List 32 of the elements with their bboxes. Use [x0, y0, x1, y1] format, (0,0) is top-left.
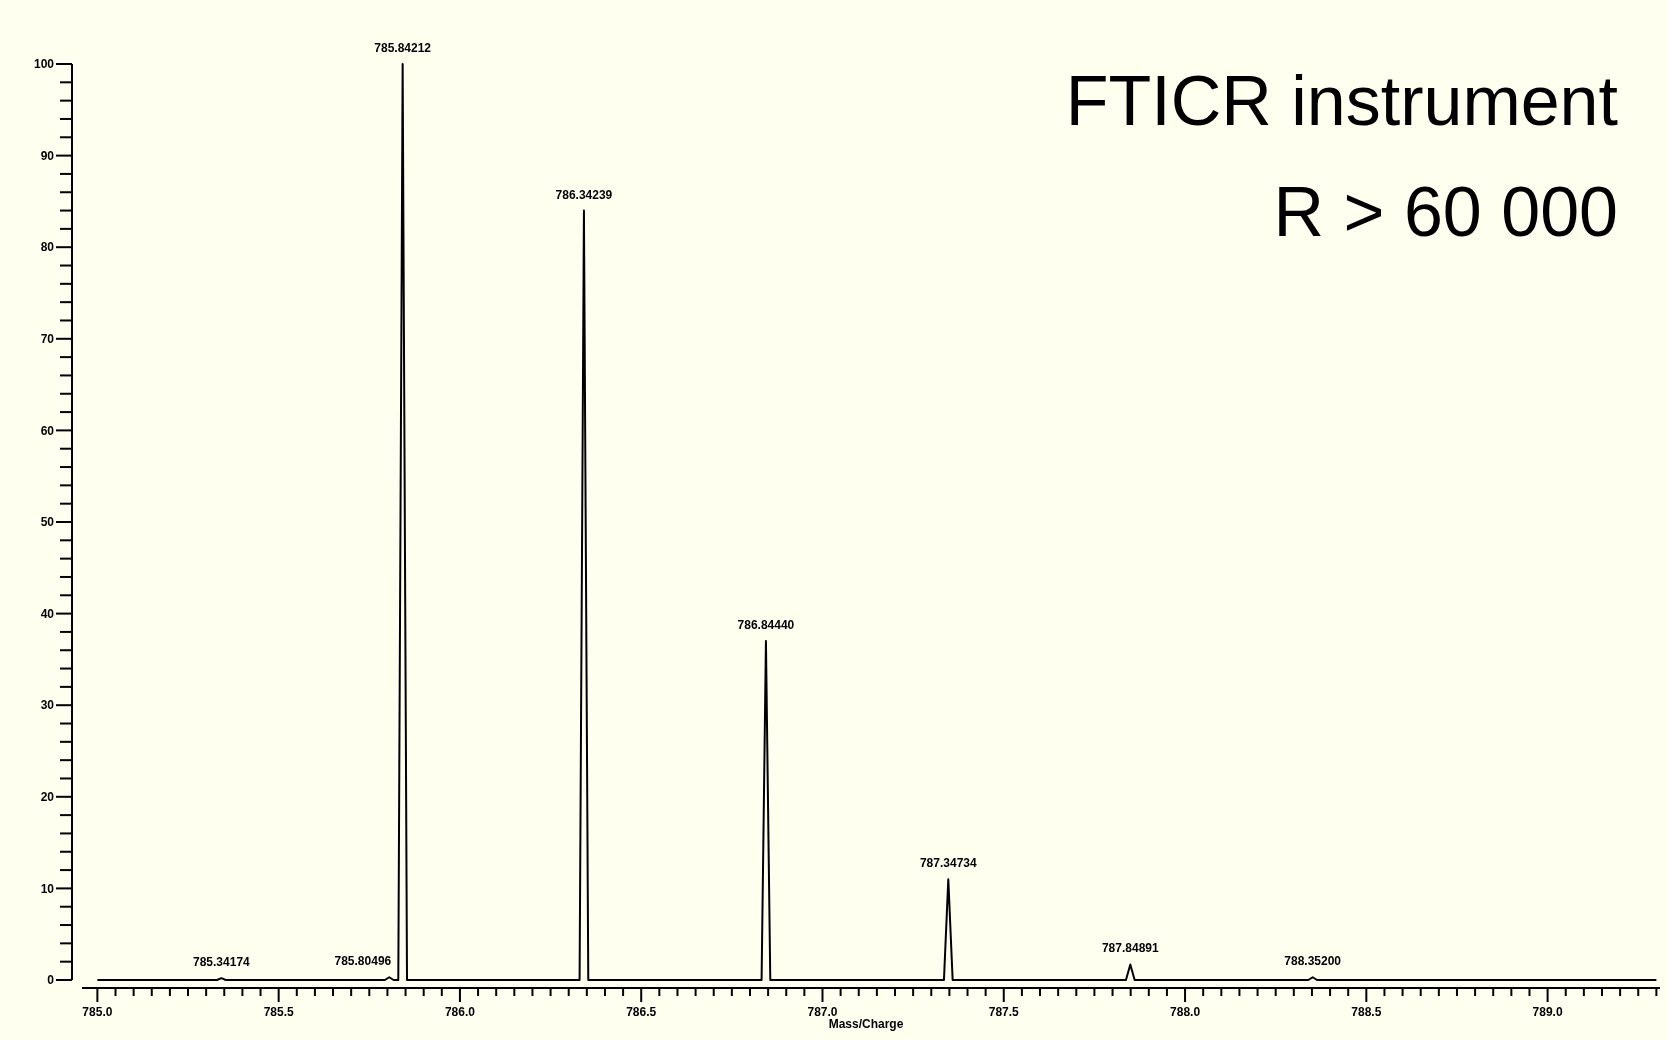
- y-tick-label: 50: [40, 515, 55, 530]
- y-tick-label: 100: [33, 57, 55, 72]
- annotation: 786.34239: [555, 187, 613, 202]
- x-tick-label: 788.5: [1351, 1005, 1382, 1019]
- x-tick-label: 786.0: [444, 1005, 476, 1019]
- y-tick-label: 70: [40, 332, 55, 346]
- text: R > 60 000: [1273, 173, 1618, 251]
- y-tick-label: 30: [40, 698, 55, 713]
- y-tick-label: 60: [40, 423, 55, 438]
- y-tick-label: 20: [40, 790, 55, 804]
- x-tick-label: 789.0: [1532, 1005, 1563, 1019]
- y-tick-label: 80: [40, 240, 55, 255]
- y-tick-label: 0: [47, 973, 55, 988]
- chart-title: FTICR instrument: [1065, 62, 1618, 140]
- annotation: 788.35200: [1284, 954, 1342, 969]
- annotation: 786.84440: [737, 618, 795, 633]
- line-series: [96, 63, 1658, 981]
- y-tick-label: 40: [40, 606, 55, 621]
- x-tick-label: 786.5: [626, 1005, 657, 1019]
- y-tick-label: 90: [40, 148, 55, 163]
- x-axis-title: Mass/Charge: [828, 1017, 904, 1031]
- annotation: 785.34174: [193, 955, 251, 970]
- x-tick-label: 785.5: [263, 1005, 294, 1019]
- y-tick-label: 10: [40, 881, 55, 896]
- x-tick-label: 787.5: [988, 1005, 1020, 1019]
- x-tick-label: 788.0: [1170, 1005, 1201, 1019]
- annotation: 785.80496: [334, 954, 392, 969]
- annotation: 785.84212: [374, 41, 432, 55]
- annotation: 787.84891: [1101, 941, 1159, 956]
- x-tick-label: 785.0: [82, 1005, 113, 1019]
- x-tick-label: 787.0: [807, 1005, 838, 1019]
- annotation: 787.34734: [919, 856, 977, 871]
